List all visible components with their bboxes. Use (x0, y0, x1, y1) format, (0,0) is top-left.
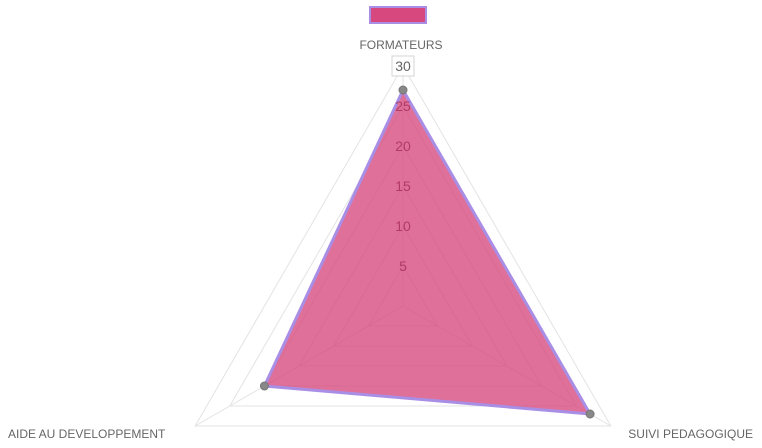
series-area-1 (262, 88, 592, 416)
axis-label-1: FORMATEURS (359, 38, 442, 52)
tick-label-10: 10 (395, 218, 411, 234)
data-point-1[interactable] (398, 85, 408, 95)
tick-label-30: 30 (395, 58, 411, 74)
axis-label-2: SUIVI PEDAGOGIQUE (628, 427, 753, 441)
legend-swatch[interactable] (369, 6, 427, 24)
axis-label-3: AIDE AU DEVELOPPEMENT (8, 427, 166, 441)
radar-axis-labels: FORMATEURS SUIVI PEDAGOGIQUE AIDE AU DEVEL… (8, 38, 753, 441)
data-point-2[interactable] (585, 409, 595, 419)
data-point-3[interactable] (259, 381, 269, 391)
tick-label-box-30 (391, 55, 415, 77)
tick-label-15: 15 (395, 178, 411, 194)
tick-label-5: 5 (399, 258, 407, 274)
tick-label-20: 20 (395, 138, 411, 154)
grid-ring-30 (194, 64, 612, 427)
radar-series (259, 85, 595, 419)
radar-tick-labels: 5 10 15 20 25 30 (391, 55, 415, 274)
tick-label-25: 25 (395, 98, 411, 114)
legend[interactable] (369, 6, 427, 24)
